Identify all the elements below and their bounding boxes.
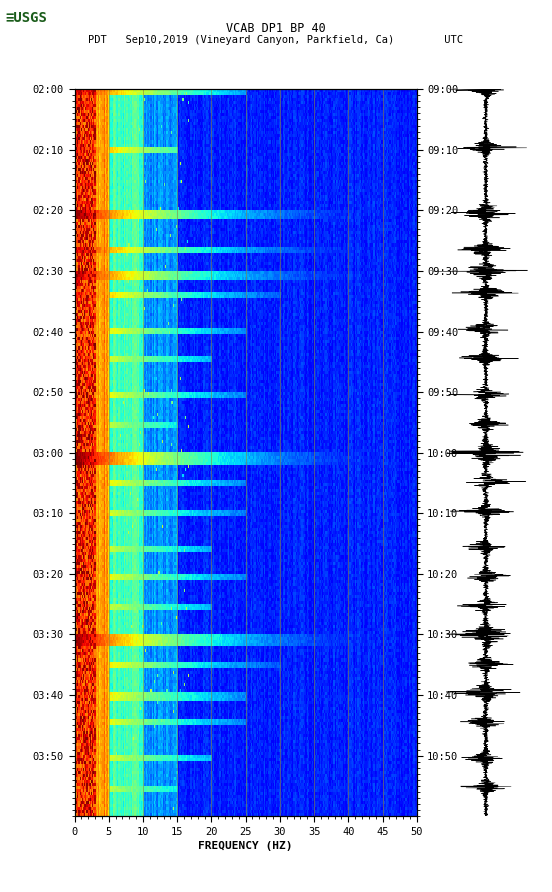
- Text: ≡USGS: ≡USGS: [6, 11, 47, 25]
- Text: PDT   Sep10,2019 (Vineyard Canyon, Parkfield, Ca)        UTC: PDT Sep10,2019 (Vineyard Canyon, Parkfie…: [88, 35, 464, 45]
- Text: VCAB DP1 BP 40: VCAB DP1 BP 40: [226, 22, 326, 36]
- X-axis label: FREQUENCY (HZ): FREQUENCY (HZ): [198, 841, 293, 851]
